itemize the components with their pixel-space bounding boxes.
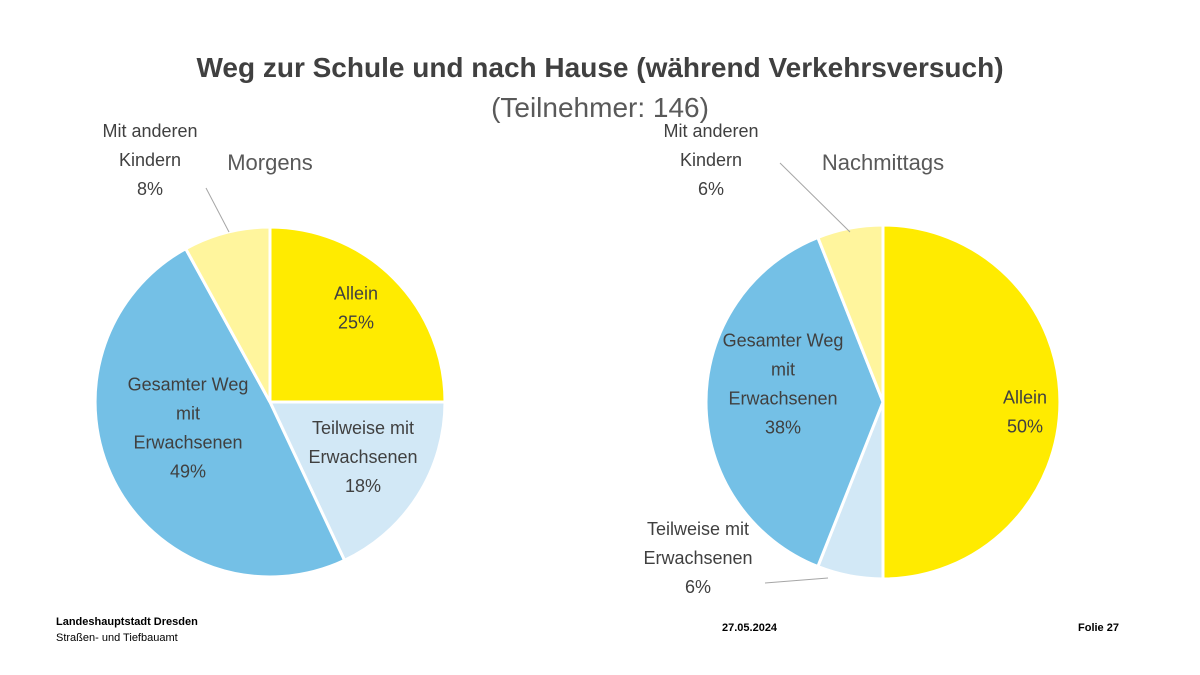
footer-date: 27.05.2024: [722, 622, 778, 634]
data-label-category: mit: [176, 404, 200, 424]
leader-line: [205, 187, 230, 233]
data-label-value: 6%: [685, 577, 711, 597]
data-label-category: Erwachsenen: [643, 548, 752, 568]
pie-slice-allein: [881, 223, 1062, 581]
data-label-category: Mit anderen: [102, 121, 197, 141]
data-label-value: 50%: [1007, 417, 1043, 437]
data-label-category: Gesamter Weg: [128, 375, 249, 395]
footer-slide-number: Folie 27: [1078, 622, 1119, 634]
data-label-category: Teilweise mit: [312, 418, 414, 438]
footer-department: Straßen- und Tiefbauamt: [56, 632, 178, 644]
chart-title: Weg zur Schule und nach Hause (während V…: [196, 52, 1004, 83]
data-label-value: 18%: [345, 476, 381, 496]
pie-slice-gesamter-weg-mit-erwachsenen: [704, 235, 885, 569]
leader-line: [764, 577, 829, 584]
pie-slice-mit-anderen-kindern: [183, 225, 272, 403]
data-label-category: Allein: [334, 284, 378, 304]
data-label-category: Teilweise mit: [647, 519, 749, 539]
pie-slice-mit-anderen-kindern: [815, 223, 885, 403]
pie-slice-teilweise-mit-erwachsenen: [267, 400, 447, 563]
data-label-value: 38%: [765, 418, 801, 438]
pie-morgens: Morgens Allein 25% Teilweise mit Erwachsenen…: [93, 121, 447, 579]
pie-title: Nachmittags: [822, 150, 944, 175]
data-label-value: 49%: [170, 462, 206, 482]
data-label-category: Erwachsenen: [133, 433, 242, 453]
data-label-category: Allein: [1003, 388, 1047, 408]
data-label-category: Gesamter Weg: [723, 331, 844, 351]
data-label-category: mit: [771, 360, 795, 380]
data-label-category: Erwachsenen: [728, 389, 837, 409]
data-label-category: Erwachsenen: [308, 447, 417, 467]
data-label-value: 25%: [338, 313, 374, 333]
pie-slice-gesamter-weg-mit-erwachsenen: [93, 246, 347, 579]
data-label-value: 6%: [698, 179, 724, 199]
data-label-value: 8%: [137, 179, 163, 199]
pie-title: Morgens: [227, 150, 313, 175]
data-label-category: Kindern: [119, 150, 181, 170]
leader-line: [779, 162, 851, 233]
data-label-category: Mit anderen: [663, 121, 758, 141]
pie-slice-allein: [268, 225, 447, 404]
pie-nachmittags: Nachmittags Allein 50% Teilweise mit Erwachs…: [643, 121, 1062, 597]
footer-organization: Landeshauptstadt Dresden: [56, 616, 198, 628]
chart-subtitle: (Teilnehmer: 146): [491, 92, 709, 123]
data-label-category: Kindern: [680, 150, 742, 170]
